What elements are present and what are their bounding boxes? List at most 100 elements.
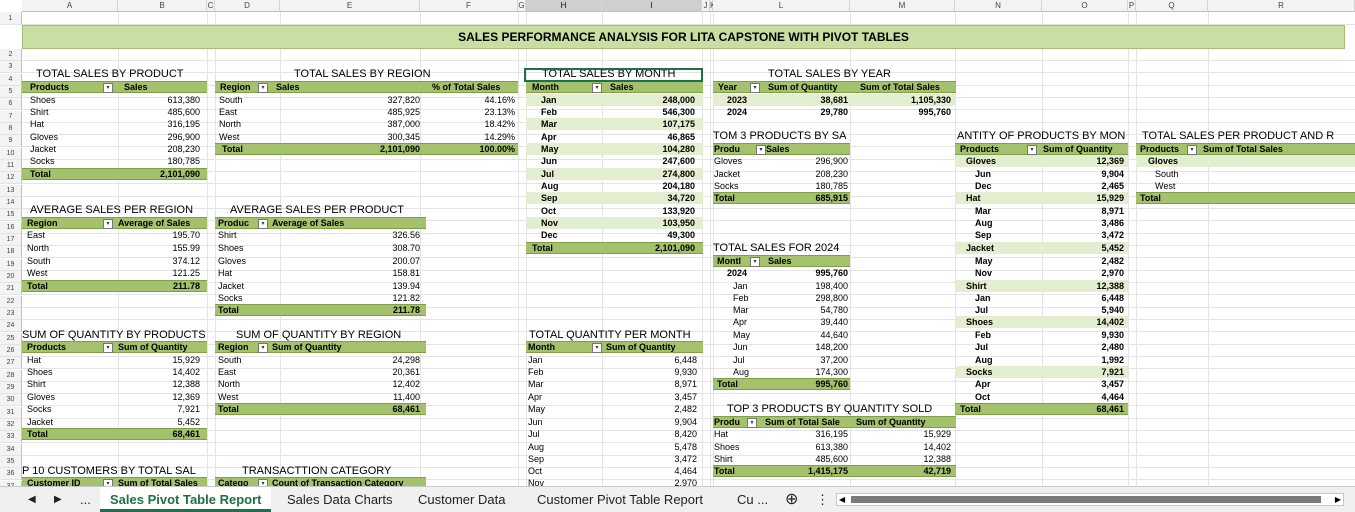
pivot-value-cell[interactable]: 613,380 <box>167 95 200 105</box>
row-header[interactable]: 11 <box>0 160 22 172</box>
pivot-label-cell[interactable]: Gloves <box>966 156 997 166</box>
pivot-label-cell[interactable]: Sep <box>528 454 545 464</box>
pivot-value-cell[interactable]: 685,915 <box>815 193 848 203</box>
pivot-label-cell[interactable]: Sum of Total Sale <box>765 417 840 427</box>
row-header[interactable]: 19 <box>0 259 22 271</box>
pivot-label-cell[interactable]: Produc <box>218 218 250 228</box>
row-header[interactable]: 34 <box>0 444 22 456</box>
pivot-value-cell[interactable]: 49,300 <box>667 230 695 240</box>
pivot-label-cell[interactable]: Total <box>714 466 735 476</box>
scrollbar-thumb[interactable] <box>851 496 1321 503</box>
pivot-label-cell[interactable]: Customer ID <box>27 478 81 488</box>
pivot-label-cell[interactable]: North <box>27 243 50 253</box>
pivot-label-cell[interactable]: Sales <box>766 144 790 154</box>
pivot-value-cell[interactable]: 4,464 <box>674 466 697 476</box>
pivot-value-cell[interactable]: 14,402 <box>172 367 200 377</box>
pivot-label-cell[interactable]: East <box>27 230 46 240</box>
pivot-value-cell[interactable]: 139.94 <box>392 281 420 291</box>
pivot-label-cell[interactable]: Sales <box>768 256 792 266</box>
pivot-label-cell[interactable]: Jul <box>528 429 540 439</box>
pivot-label-cell[interactable]: Hat <box>714 429 729 439</box>
pivot-value-cell[interactable]: 298,800 <box>815 293 848 303</box>
pivot-label-cell[interactable]: Jul <box>975 305 989 315</box>
pivot-value-cell[interactable]: 29,780 <box>820 107 848 117</box>
pivot-value-cell[interactable]: 11,400 <box>393 392 420 402</box>
pivot-value-cell[interactable]: 995,760 <box>815 379 848 389</box>
column-header[interactable]: D <box>215 0 280 12</box>
pivot-value-cell[interactable]: 274,800 <box>662 169 695 179</box>
pivot-label-cell[interactable]: Feb <box>975 330 992 340</box>
pivot-value-cell[interactable]: 3,457 <box>674 392 697 402</box>
row-header[interactable]: 5 <box>0 86 22 98</box>
pivot-label-cell[interactable]: Sales <box>276 82 300 92</box>
pivot-label-cell[interactable]: Products <box>30 82 70 92</box>
row-header[interactable]: 36 <box>0 468 22 480</box>
pivot-label-cell[interactable]: Total <box>1140 193 1161 203</box>
pivot-label-cell[interactable]: Gloves <box>30 132 59 142</box>
tab-customer-data[interactable]: Customer Data <box>418 492 506 507</box>
pivot-label-cell[interactable]: % of Total Sales <box>432 82 501 92</box>
pivot-label-cell[interactable]: Mar <box>975 206 992 216</box>
pivot-label-cell[interactable]: Year <box>718 82 738 92</box>
pivot-label-cell[interactable]: Jacket <box>966 243 995 253</box>
pivot-label-cell[interactable]: Apr <box>975 379 991 389</box>
row-header[interactable]: 8 <box>0 123 22 135</box>
pivot-value-cell[interactable]: 100.00% <box>479 144 515 154</box>
pivot-label-cell[interactable]: Gloves <box>1148 156 1179 166</box>
column-header[interactable]: K <box>710 0 715 12</box>
pivot-value-cell[interactable]: 8,971 <box>1101 206 1124 216</box>
row-header[interactable]: 13 <box>0 185 22 197</box>
row-header[interactable]: 25 <box>0 333 22 345</box>
pivot-label-cell[interactable]: Jan <box>528 355 543 365</box>
pivot-label-cell[interactable]: Gloves <box>27 392 56 402</box>
pivot-value-cell[interactable]: 107,175 <box>662 119 695 129</box>
pivot-label-cell[interactable]: Mar <box>528 379 544 389</box>
pivot-value-cell[interactable]: 296,900 <box>167 132 200 142</box>
pivot-label-cell[interactable]: Oct <box>975 392 991 402</box>
pivot-value-cell[interactable]: 14,402 <box>1096 317 1124 327</box>
pivot-label-cell[interactable]: Total <box>30 169 51 179</box>
pivot-value-cell[interactable]: 9,904 <box>1101 169 1124 179</box>
column-header[interactable]: E <box>280 0 420 12</box>
pivot-label-cell[interactable]: Sep <box>975 230 992 240</box>
pivot-value-cell[interactable]: 148,200 <box>815 342 848 352</box>
pivot-label-cell[interactable]: Gloves <box>714 156 743 166</box>
pivot-value-cell[interactable]: 155.99 <box>172 243 200 253</box>
column-header[interactable]: L <box>713 0 850 12</box>
column-header[interactable]: H <box>526 0 602 12</box>
pivot-value-cell[interactable]: 5,452 <box>177 417 200 427</box>
pivot-label-cell[interactable]: May <box>528 404 546 414</box>
filter-dropdown-icon[interactable]: ▾ <box>103 83 113 93</box>
pivot-label-cell[interactable]: Total <box>27 281 48 291</box>
filter-dropdown-icon[interactable]: ▾ <box>258 343 268 353</box>
pivot-value-cell[interactable]: 211.78 <box>392 305 420 315</box>
filter-dropdown-icon[interactable]: ▾ <box>747 418 757 428</box>
pivot-value-cell[interactable]: 3,472 <box>674 454 697 464</box>
pivot-value-cell[interactable]: 12,369 <box>172 392 200 402</box>
pivot-value-cell[interactable]: 8,971 <box>674 379 697 389</box>
pivot-value-cell[interactable]: 39,440 <box>820 317 848 327</box>
pivot-value-cell[interactable]: 248,000 <box>662 95 695 105</box>
pivot-value-cell[interactable]: 374.12 <box>172 256 200 266</box>
pivot-label-cell[interactable]: South <box>219 95 243 105</box>
row-header[interactable]: 29 <box>0 382 22 394</box>
row-header[interactable]: 16 <box>0 222 22 234</box>
pivot-label-cell[interactable]: East <box>219 107 238 117</box>
pivot-value-cell[interactable]: 68,461 <box>392 404 420 414</box>
pivot-value-cell[interactable]: 995,760 <box>918 107 951 117</box>
column-header[interactable]: M <box>850 0 955 12</box>
pivot-value-cell[interactable]: 68,461 <box>172 429 200 439</box>
pivot-value-cell[interactable]: 387,000 <box>387 119 420 129</box>
pivot-value-cell[interactable]: 2,101,090 <box>379 144 420 154</box>
pivot-label-cell[interactable]: West <box>27 268 48 278</box>
filter-dropdown-icon[interactable]: ▾ <box>258 219 268 229</box>
row-header[interactable]: 2 <box>0 49 22 61</box>
column-header[interactable]: O <box>1042 0 1128 12</box>
pivot-label-cell[interactable]: Sum of Quantity <box>272 342 342 352</box>
pivot-label-cell[interactable]: Average of Sales <box>272 218 345 228</box>
filter-dropdown-icon[interactable]: ▾ <box>750 83 760 93</box>
row-header[interactable]: 12 <box>0 172 22 184</box>
pivot-value-cell[interactable]: 211.78 <box>172 281 200 291</box>
pivot-value-cell[interactable]: 2,970 <box>1101 268 1124 278</box>
pivot-label-cell[interactable]: Dec <box>541 230 558 240</box>
